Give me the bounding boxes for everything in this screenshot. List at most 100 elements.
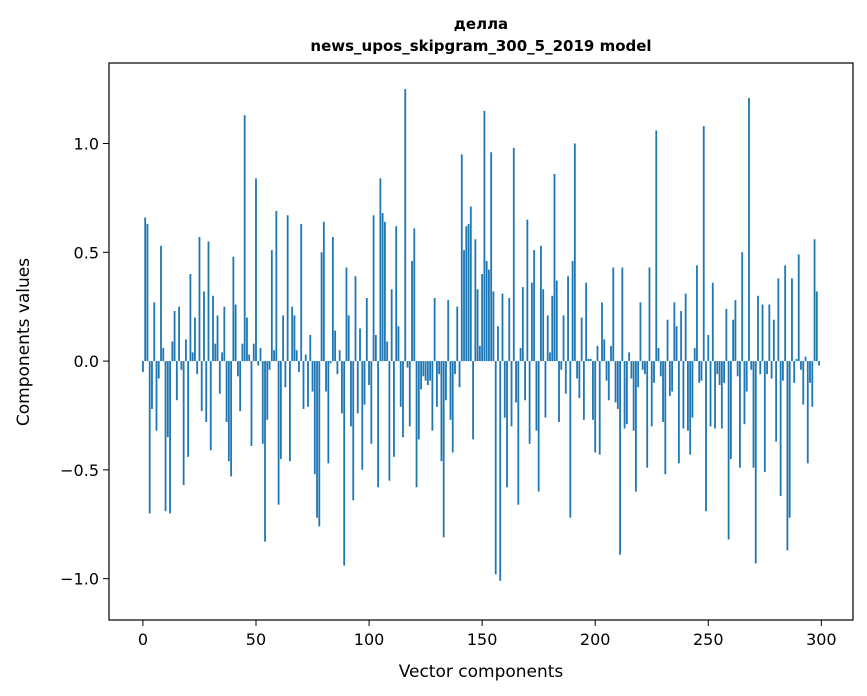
bar <box>422 361 425 377</box>
bar <box>576 361 579 379</box>
bar <box>739 361 741 468</box>
bar <box>264 361 266 542</box>
bar <box>270 250 273 362</box>
bar <box>334 330 337 362</box>
bar <box>601 302 603 362</box>
bar <box>243 115 246 362</box>
bar <box>535 361 538 431</box>
bar <box>313 361 316 475</box>
bar <box>693 348 696 362</box>
bar <box>212 295 214 362</box>
bar <box>216 315 219 362</box>
bar <box>646 361 649 468</box>
bar <box>447 300 450 362</box>
bar <box>677 361 680 464</box>
bar <box>286 215 289 362</box>
bar <box>295 350 298 362</box>
bar <box>160 245 162 362</box>
bar <box>698 361 701 383</box>
bar <box>465 226 468 362</box>
y-tick-label: −1.0 <box>60 570 99 589</box>
bar <box>214 343 217 362</box>
bar <box>537 361 540 492</box>
bar <box>553 173 556 362</box>
bar <box>621 267 624 362</box>
bar <box>585 282 588 362</box>
chart-title-line2: news_upos_skipgram_300_5_2019 model <box>310 37 651 55</box>
bar <box>218 361 221 394</box>
bar <box>818 361 820 366</box>
bar <box>515 361 517 403</box>
bar <box>718 361 721 386</box>
bar <box>433 297 436 362</box>
bar <box>630 361 633 379</box>
bar <box>754 361 757 564</box>
bar <box>304 354 307 362</box>
x-tick-label: 150 <box>467 630 498 649</box>
bar <box>246 317 248 362</box>
bar <box>614 361 617 403</box>
bar <box>325 361 327 392</box>
bar <box>483 110 486 362</box>
bar <box>603 339 606 362</box>
bar <box>791 278 793 362</box>
bar <box>517 361 520 505</box>
bar <box>415 361 418 488</box>
bar <box>488 269 490 362</box>
bar <box>393 361 395 457</box>
x-tick-label: 100 <box>354 630 385 649</box>
bar <box>275 210 278 362</box>
bar <box>555 280 558 362</box>
bar <box>494 361 497 575</box>
bar <box>438 361 441 375</box>
bar <box>501 293 504 362</box>
bar <box>616 361 619 409</box>
bar <box>594 361 597 453</box>
bar <box>506 361 508 488</box>
bar <box>804 356 807 362</box>
bar <box>664 361 667 475</box>
bar <box>463 250 465 362</box>
bar <box>510 361 513 427</box>
bar <box>668 361 671 396</box>
bar <box>662 361 664 423</box>
bar <box>797 254 800 362</box>
bar <box>714 361 716 429</box>
bar <box>727 361 730 540</box>
bar <box>411 260 413 362</box>
bar <box>359 328 361 362</box>
bar <box>259 348 262 362</box>
bar <box>166 361 169 438</box>
bar <box>454 361 456 375</box>
bar <box>732 319 735 362</box>
bar <box>341 361 343 414</box>
bar <box>481 274 484 362</box>
bar <box>680 311 683 362</box>
bar <box>191 352 194 362</box>
bar <box>377 361 380 488</box>
bar <box>451 361 454 453</box>
bar-series <box>142 89 820 581</box>
bar <box>723 361 726 383</box>
bar <box>345 267 348 362</box>
bar <box>813 239 816 362</box>
bar <box>530 282 533 362</box>
bar <box>257 361 260 366</box>
y-axis-ticks: −1.0 −0.5 0.0 0.5 1.0 <box>60 135 109 589</box>
bar <box>671 361 673 392</box>
bar <box>331 237 334 362</box>
x-axis-ticks: 0 50 100 150 200 250 300 <box>138 620 837 649</box>
bar <box>811 361 814 407</box>
bar <box>408 361 411 427</box>
bar <box>587 358 590 362</box>
bar <box>485 260 488 362</box>
bar <box>540 245 542 362</box>
bar <box>456 306 459 362</box>
bar <box>352 361 355 501</box>
bar <box>291 306 294 362</box>
bar <box>200 361 203 412</box>
bar <box>768 304 771 362</box>
bar <box>327 361 330 464</box>
bar <box>610 345 612 362</box>
bar <box>592 361 594 420</box>
